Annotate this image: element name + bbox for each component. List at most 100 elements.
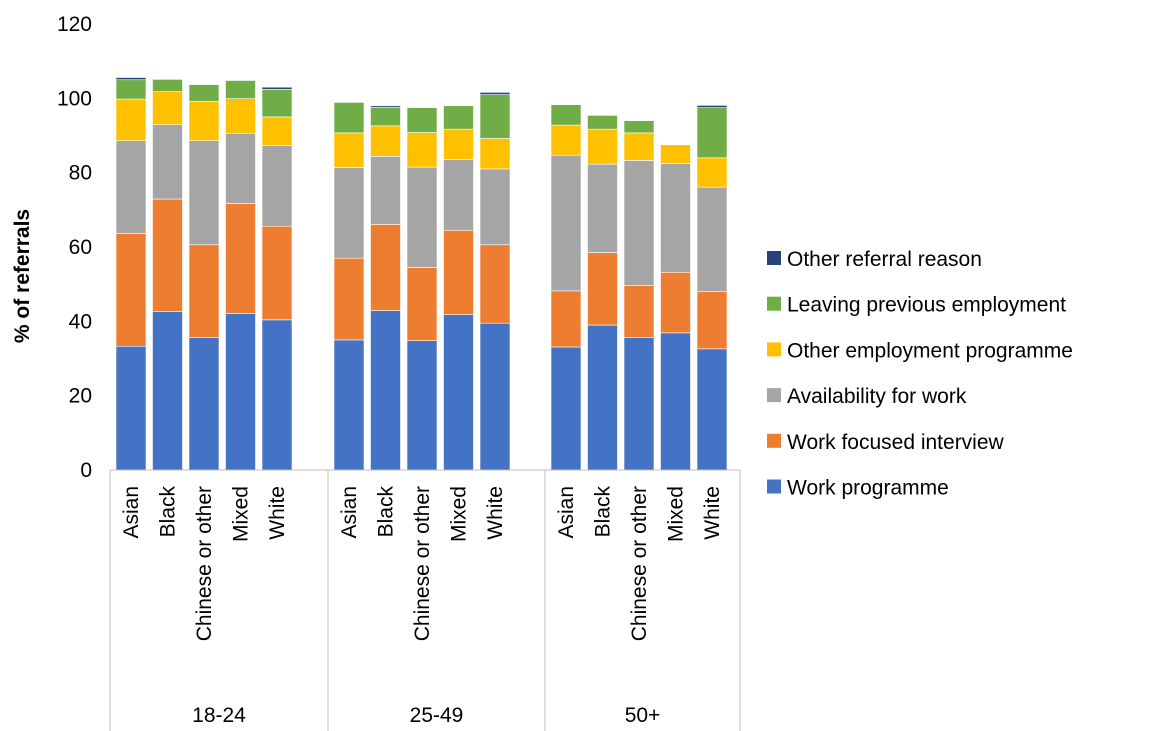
- bar-segment: [479, 94, 511, 139]
- legend-swatch: [767, 479, 781, 494]
- bar-segment: [225, 98, 256, 134]
- bar-segment: [623, 285, 655, 338]
- bar-segment: [587, 128, 618, 165]
- bar-segment: [261, 86, 293, 90]
- x-category-label: Mixed: [448, 486, 471, 542]
- y-tick-label: 20: [69, 385, 92, 408]
- bar-segment: [623, 132, 655, 161]
- bar-segment: [261, 225, 293, 321]
- bar-segment: [479, 138, 511, 170]
- y-tick-label: 60: [69, 236, 92, 259]
- legend-label: Work programme: [787, 477, 949, 500]
- bar-segment: [406, 267, 438, 341]
- bar-segment: [333, 257, 365, 341]
- x-group-label: 25-49: [410, 704, 464, 727]
- bar-segment: [550, 290, 582, 348]
- bar-segment: [696, 186, 728, 292]
- bar-segment: [479, 322, 511, 471]
- bar-segment: [443, 105, 474, 130]
- x-category-label: White: [484, 486, 507, 540]
- bar-segment: [115, 98, 147, 142]
- bar-segment: [443, 229, 474, 315]
- bar-segment: [696, 157, 728, 188]
- legend-label: Other referral reason: [787, 248, 982, 271]
- bar-segment: [370, 224, 401, 311]
- bar-segment: [623, 120, 655, 134]
- x-category-label: Black: [592, 486, 615, 538]
- x-category-label: Black: [157, 486, 180, 538]
- bar-segment: [333, 102, 365, 134]
- bar-segment: [696, 291, 728, 350]
- x-category-label: Asian: [120, 486, 143, 539]
- bar-segment: [479, 244, 511, 324]
- bar-segment: [587, 324, 618, 471]
- bar-segment: [225, 132, 256, 204]
- legend-swatch: [767, 342, 781, 357]
- legend-label: Leaving previous employment: [787, 294, 1066, 317]
- x-category-label: Chinese or other: [628, 486, 651, 641]
- legend-label: Work focused interview: [787, 431, 1005, 454]
- bar-segment: [333, 167, 365, 259]
- bar-segment: [370, 310, 401, 471]
- x-group-label: 50+: [625, 704, 661, 727]
- bar-segment: [333, 339, 365, 471]
- bar-segment: [443, 314, 474, 471]
- bar-segment: [479, 92, 511, 95]
- legend-swatch: [767, 296, 781, 311]
- x-category-label: Mixed: [665, 486, 688, 542]
- bar-segment: [479, 168, 511, 246]
- bar-segment: [261, 89, 293, 118]
- bar-segment: [443, 159, 474, 231]
- bar-segment: [152, 124, 183, 200]
- x-category-label: Asian: [338, 486, 361, 539]
- y-tick-label: 80: [69, 162, 92, 185]
- bar-segment: [152, 91, 183, 126]
- bar-segment: [188, 101, 220, 142]
- bar-segment: [261, 319, 293, 471]
- legend-swatch: [767, 388, 781, 403]
- bar-segment: [406, 132, 438, 168]
- bar-segment: [443, 128, 474, 160]
- y-tick-label: 100: [57, 87, 92, 110]
- bar-segment: [115, 140, 147, 234]
- bar-segment: [261, 116, 293, 146]
- bar-segment: [188, 337, 220, 471]
- y-axis-label: % of referrals: [11, 209, 34, 343]
- bar-segment: [696, 105, 728, 108]
- bar-segment: [115, 345, 147, 471]
- x-axis: Asian Black Chinese or other Mixed White 18-2…: [109, 469, 741, 731]
- bar-segment: [152, 311, 183, 471]
- legend-label: Other employment programme: [787, 339, 1073, 362]
- bar-segment: [370, 125, 401, 157]
- bar-segment: [660, 144, 691, 164]
- bar-segment: [587, 115, 618, 130]
- legend: Other referral reason Leaving previous em…: [767, 248, 1073, 500]
- y-tick-label: 40: [69, 310, 92, 333]
- bar-segment: [370, 105, 401, 108]
- bar-segment: [152, 79, 183, 92]
- bar-segment: [370, 156, 401, 225]
- legend-swatch: [767, 433, 781, 448]
- x-category-label: White: [701, 486, 724, 540]
- bar-segment: [550, 154, 582, 292]
- bar-segment: [587, 252, 618, 326]
- x-category-label: Chinese or other: [193, 486, 216, 641]
- bar-segment: [660, 271, 691, 334]
- y-tick-label: 0: [80, 459, 92, 482]
- x-category-label: Asian: [555, 486, 578, 539]
- x-category-label: White: [266, 486, 289, 540]
- bar-segment: [550, 346, 582, 471]
- legend-swatch: [767, 251, 781, 265]
- y-tick-label: 120: [57, 13, 92, 36]
- bar-segment: [225, 80, 256, 100]
- bar-segment: [115, 79, 147, 100]
- bar-segment: [188, 84, 220, 102]
- bar-segment: [115, 77, 147, 81]
- bar-segment: [623, 337, 655, 471]
- bar-segment: [406, 107, 438, 133]
- bars: [115, 77, 728, 471]
- x-group-label: 18-24: [192, 704, 246, 727]
- legend-label: Availability for work: [787, 385, 967, 408]
- bar-segment: [188, 140, 220, 246]
